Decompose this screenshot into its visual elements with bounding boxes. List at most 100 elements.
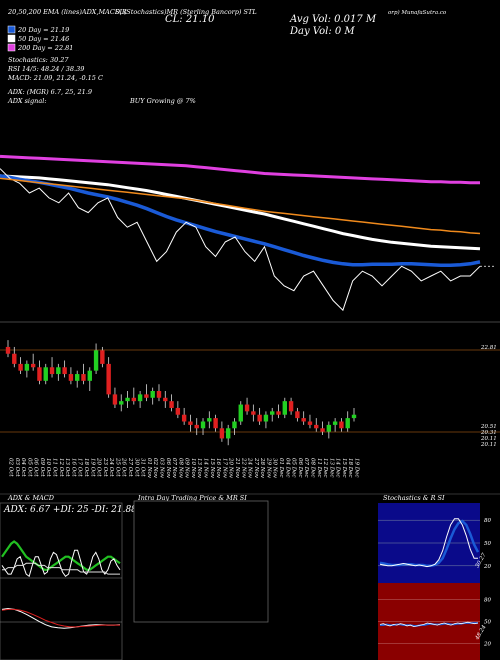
x-tick-label: 16 Oct	[70, 458, 76, 477]
x-tick-label: 07 Dec	[303, 458, 309, 478]
x-tick-label: 13 Dec	[328, 458, 334, 478]
legend-label-0: 20 Day = 21.19	[17, 26, 69, 34]
candle-body	[320, 428, 325, 432]
x-tick-label: 14 Dec	[335, 458, 341, 478]
candle-body	[30, 363, 36, 368]
candle-body	[194, 424, 199, 429]
x-tick-label: 10 Nov	[190, 458, 196, 479]
x-tick-label: 05 Oct	[26, 458, 32, 477]
x-tick-label: 11 Oct	[52, 458, 58, 477]
candle-body	[75, 374, 80, 381]
candle-body	[150, 391, 155, 398]
x-tick-label: 08 Nov	[177, 458, 183, 479]
candle-body	[326, 424, 332, 432]
candle-body	[213, 418, 218, 429]
x-tick-label: 29 Nov	[265, 457, 271, 479]
adx-panel-frame	[0, 502, 123, 660]
legend-label-1: 50 Day = 21.46	[18, 35, 69, 43]
x-tick-label: 06 Nov	[165, 458, 171, 479]
x-tick-label: 17 Oct	[77, 458, 83, 477]
x-tick-label: 18 Dec	[347, 458, 353, 478]
candle-body	[100, 350, 105, 364]
header-line-1: SL(Stochastics)MR (Sterling Bancorp) STL	[115, 8, 257, 16]
adx-panel-readout: ADX: 6.67 +DI: 25 -DI: 21.88	[3, 505, 137, 515]
stoch-line-1	[379, 518, 478, 568]
x-tick-label: 22 Nov	[240, 457, 246, 479]
intraday-frame	[133, 500, 269, 623]
candle-body	[156, 391, 162, 398]
stoch-tick-1: 50	[484, 541, 491, 547]
candle-body	[200, 421, 206, 429]
candle-body	[125, 397, 130, 402]
adx-readout: ADX: (MGR) 6.7, 25, 21.9	[7, 88, 92, 96]
x-tick-label: 23 Oct	[102, 457, 108, 477]
x-tick-label: 30 Oct	[133, 458, 139, 477]
candle-body	[238, 404, 243, 422]
candle-body	[87, 370, 92, 381]
candle-body	[282, 401, 287, 415]
candle-body	[188, 421, 193, 425]
x-tick-label: 13 Oct	[64, 458, 70, 477]
candle-body	[339, 421, 344, 429]
x-tick-label: 08 Dec	[309, 458, 315, 478]
intraday-title: Intra Day Trading Price & MR SI	[137, 494, 247, 502]
candle-body	[244, 404, 250, 412]
x-tick-label: 25 Oct	[114, 457, 120, 477]
x-tick-label: 28 Nov	[259, 457, 265, 479]
candle-body	[163, 397, 168, 402]
candle-right-tick-2: 20.11	[480, 436, 497, 442]
candle-right-tick-1: 20.31	[480, 430, 497, 436]
candle-body	[137, 394, 143, 402]
legend-swatch-0	[7, 25, 16, 34]
candle-body	[169, 401, 174, 408]
x-tick-label: 18 Oct	[83, 458, 89, 477]
x-tick-label: 12 Oct	[58, 458, 64, 477]
ma-line-orange	[0, 177, 481, 235]
x-tick-label: 09 Oct	[39, 458, 45, 477]
ma-line-2	[0, 174, 481, 251]
close-label: CL: 21.10	[165, 14, 215, 25]
stochastics-readout: Stochastics: 30.27	[8, 56, 69, 64]
candle-body	[301, 418, 306, 422]
candle-body	[81, 374, 86, 381]
adx-panel-title: ADX & MACD	[7, 494, 55, 502]
x-tick-label: 19 Oct	[89, 458, 95, 477]
candle-body	[131, 397, 137, 402]
x-tick-label: 20 Nov	[228, 457, 234, 479]
rsi-line-1	[379, 621, 479, 628]
rsi-tick-1: 50	[484, 620, 491, 626]
x-tick-label: 03 Oct	[14, 458, 20, 477]
candle-right-tick-3: 20.11	[480, 442, 497, 448]
x-tick-label: 15 Dec	[341, 458, 347, 478]
candle-body	[225, 428, 231, 439]
x-tick-label: 24 Nov	[247, 457, 253, 479]
candle-body	[112, 394, 118, 405]
adx-line-0	[1, 540, 121, 571]
x-tick-label: 31 Oct	[140, 458, 146, 477]
candle-body	[49, 367, 55, 375]
header-line-1-prefix: 20,50,200 EMA (lines)ADX,MACD,R	[7, 8, 127, 16]
candle-body	[288, 401, 294, 412]
stoch-tick-2: 20	[483, 564, 491, 570]
x-tick-label: 06 Dec	[297, 458, 303, 478]
buy-signal: BUY Growing @ 7%	[129, 97, 196, 105]
x-tick-label: 05 Dec	[291, 458, 297, 478]
candle-body	[93, 350, 99, 371]
adx-signal-label: ADX signal:	[7, 97, 47, 105]
rsi-readout: RSI 14/5: 48.24 / 38.39	[7, 65, 84, 73]
candle-body	[295, 411, 300, 419]
candle-body	[56, 367, 61, 375]
x-tick-label: 11 Dec	[316, 458, 322, 478]
x-tick-label: 27 Oct	[127, 457, 133, 477]
x-tick-label: 01 Dec	[278, 458, 284, 478]
x-tick-label: 04 Dec	[284, 458, 290, 478]
x-tick-label: 21 Nov	[234, 457, 240, 479]
rsi-tick-2: 20	[483, 641, 491, 647]
x-tick-label: 09 Nov	[184, 458, 190, 479]
x-tick-label: 03 Nov	[158, 458, 164, 479]
adx-line-2	[2, 562, 120, 575]
